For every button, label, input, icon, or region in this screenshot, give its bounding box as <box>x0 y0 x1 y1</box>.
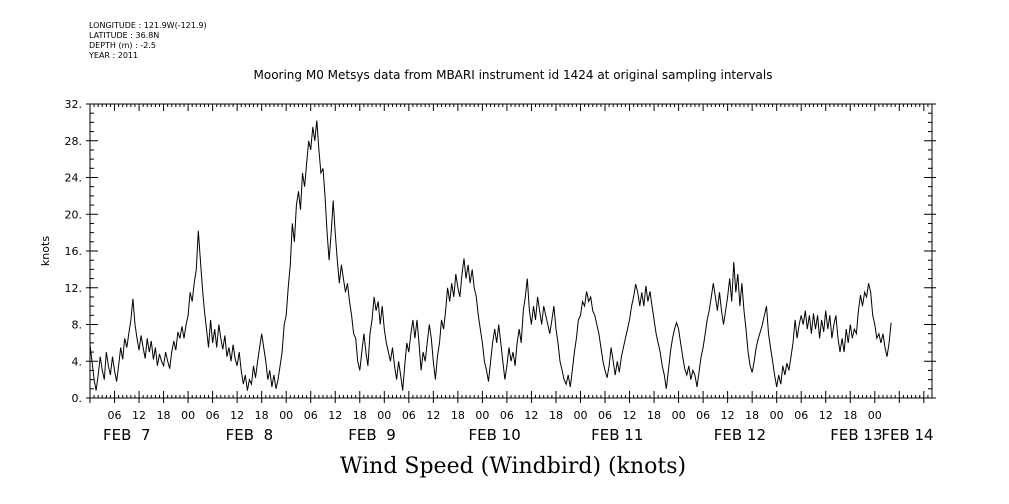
x-hour-label: 00 <box>573 409 587 422</box>
year-label: YEAR : 2011 <box>89 51 139 60</box>
x-hour-label: 12 <box>623 409 637 422</box>
y-tick-label: 24. <box>65 172 83 185</box>
x-hour-label: 18 <box>255 409 269 422</box>
x-hour-label: 00 <box>868 409 882 422</box>
x-hour-label: 12 <box>132 409 146 422</box>
x-hour-label: 00 <box>181 409 195 422</box>
y-tick-label: 8. <box>72 319 83 332</box>
x-hour-label: 06 <box>402 409 416 422</box>
x-hour-label: 00 <box>475 409 489 422</box>
date-label: FEB 13 <box>830 426 882 444</box>
wind-speed-series-line <box>89 120 892 391</box>
x-hour-label: 18 <box>843 409 857 422</box>
latitude-label: LATITUDE : 36.8N <box>89 31 160 40</box>
y-axis-label: knots <box>39 236 52 266</box>
date-label: FEB 14 <box>881 426 933 444</box>
y-tick-label: 12. <box>65 282 83 295</box>
axis-ticks <box>86 103 936 403</box>
depth-label: DEPTH (m) : -2.5 <box>89 41 156 50</box>
date-label: FEB 10 <box>469 426 521 444</box>
x-hour-label: 00 <box>672 409 686 422</box>
y-tick-label: 0. <box>72 392 83 405</box>
chart-bottom-title: Wind Speed (Windbird) (knots) <box>339 454 687 479</box>
x-hour-label: 06 <box>696 409 710 422</box>
date-label: FEB 12 <box>714 426 766 444</box>
x-tick-labels: 06 12 18 00 06 12 18 00 06 12 18 00 06 12 18 00 06 12 18 00… <box>108 409 882 422</box>
x-hour-label: 00 <box>770 409 784 422</box>
x-hour-label: 06 <box>206 409 220 422</box>
x-hour-label: 18 <box>451 409 465 422</box>
date-label: FEB 7 <box>103 426 150 444</box>
x-hour-label: 00 <box>279 409 293 422</box>
y-tick-label: 28. <box>65 135 83 148</box>
x-hour-label: 18 <box>353 409 367 422</box>
x-hour-label: 06 <box>108 409 122 422</box>
date-label: FEB 8 <box>226 426 273 444</box>
x-hour-label: 06 <box>598 409 612 422</box>
x-hour-label: 12 <box>819 409 833 422</box>
x-hour-label: 12 <box>524 409 538 422</box>
date-label: FEB 11 <box>591 426 643 444</box>
x-hour-label: 00 <box>377 409 391 422</box>
x-hour-label: 06 <box>500 409 514 422</box>
x-hour-label: 12 <box>230 409 244 422</box>
chart-title: Mooring M0 Metsys data from MBARI instru… <box>253 68 773 82</box>
x-hour-label: 12 <box>426 409 440 422</box>
y-tick-label: 20. <box>65 208 83 221</box>
date-labels: FEB 7 FEB 8 FEB 9 FEB 10 FEB 11 FEB 12 FEB 13F… <box>103 426 934 444</box>
x-hour-label: 12 <box>721 409 735 422</box>
x-hour-label: 06 <box>304 409 318 422</box>
x-hour-label: 18 <box>745 409 759 422</box>
y-tick-labels: 0. 4. 8. 12. 16. 20. 24. 28. 32. <box>65 98 83 405</box>
x-hour-label: 18 <box>647 409 661 422</box>
y-tick-label: 32. <box>65 98 83 111</box>
x-hour-label: 18 <box>157 409 171 422</box>
x-hour-label: 12 <box>328 409 342 422</box>
x-hour-label: 18 <box>549 409 563 422</box>
y-tick-label: 16. <box>65 245 83 258</box>
station-metadata: LONGITUDE : 121.9W(-121.9) LATITUDE : 36… <box>89 21 207 61</box>
plot-frame <box>89 103 933 399</box>
longitude-label: LONGITUDE : 121.9W(-121.9) <box>89 21 207 30</box>
x-hour-label: 06 <box>794 409 808 422</box>
date-label: FEB 9 <box>348 426 395 444</box>
y-tick-label: 4. <box>72 355 83 368</box>
